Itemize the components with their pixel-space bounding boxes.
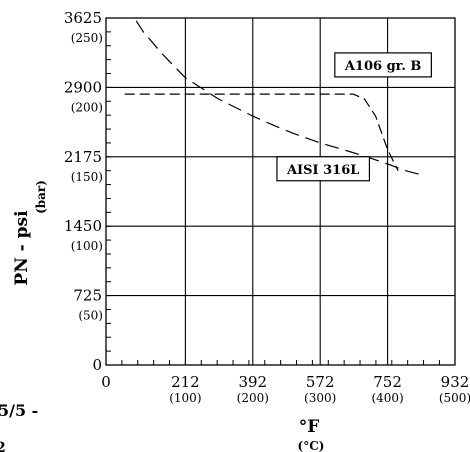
x-tick-sublabel: (100) bbox=[169, 391, 201, 405]
y-tick-label: 0 bbox=[92, 356, 102, 374]
series-line bbox=[124, 93, 399, 171]
y-axis-subtitle: (bar) bbox=[34, 180, 48, 214]
y-tick-label: 3625 bbox=[64, 9, 102, 27]
series-layer bbox=[124, 18, 425, 177]
y-tick-sublabel: (100) bbox=[71, 239, 103, 253]
series-label-text: A106 gr. B bbox=[344, 59, 422, 74]
y-tick-label: 2175 bbox=[64, 148, 102, 166]
y-tick-labels: 0 725 (50) 1450 (100) 2175 (150) 2900 (200) 3625 (… bbox=[64, 9, 103, 374]
series-label-text: AISI 316L bbox=[286, 163, 359, 178]
x-axis-title: °F bbox=[299, 417, 320, 437]
x-tick-sublabel: (500) bbox=[439, 391, 470, 405]
y-tick-sublabel: (150) bbox=[71, 170, 103, 184]
x-tick-label: 392 bbox=[238, 373, 267, 391]
x-tick-sublabel: (400) bbox=[371, 391, 403, 405]
x-tick-label: 0 bbox=[101, 373, 111, 391]
legend-layer: AISI 316L A106 gr. B bbox=[276, 52, 432, 182]
x-tick-sublabel: (200) bbox=[237, 391, 269, 405]
x-tick-labels: 0 212(100) 392(200) 572(300) 752(400) 932(500… bbox=[101, 373, 470, 405]
x-tick-label: 932 bbox=[441, 373, 470, 391]
y-tick-label: 725 bbox=[73, 287, 102, 305]
y-tick-label: 2900 bbox=[64, 78, 102, 96]
y-tick-sublabel: (250) bbox=[71, 31, 103, 45]
x-tick-sublabel: (300) bbox=[304, 391, 336, 405]
minor-ticks bbox=[105, 17, 440, 366]
stray-text-2: 2 bbox=[0, 440, 6, 452]
series-label: AISI 316L bbox=[276, 156, 371, 182]
x-tick-label: 572 bbox=[306, 373, 335, 391]
y-axis-title: PN - psi bbox=[12, 210, 32, 286]
x-tick-label: 752 bbox=[373, 373, 402, 391]
series-label: A106 gr. B bbox=[334, 52, 432, 78]
series-label-box bbox=[276, 156, 371, 182]
series-line bbox=[133, 18, 425, 177]
x-tick-label: 212 bbox=[171, 373, 200, 391]
stray-text-1: 5/5 - bbox=[0, 401, 38, 420]
y-tick-label: 1450 bbox=[64, 217, 102, 235]
series-label-box bbox=[334, 52, 432, 78]
x-axis-subtitle: (°C) bbox=[298, 439, 325, 452]
y-tick-sublabel: (50) bbox=[78, 309, 103, 323]
y-tick-sublabel: (200) bbox=[71, 100, 103, 114]
